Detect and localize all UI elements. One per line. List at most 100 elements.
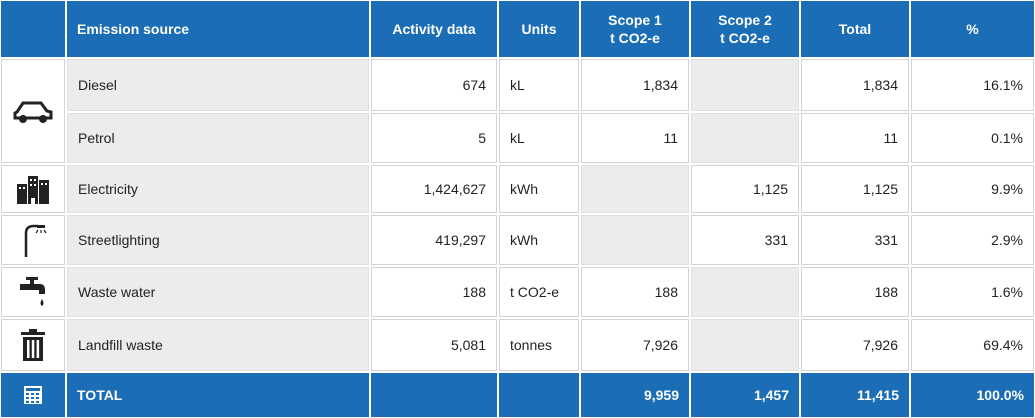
data-cell: 1,424,627	[371, 165, 497, 213]
cell-text: tonnes	[510, 337, 553, 353]
header-cell: Units	[499, 1, 579, 57]
data-cell: 5	[371, 113, 497, 163]
data-cell: 188	[371, 267, 497, 317]
data-cell: 9.9%	[911, 165, 1034, 213]
total-text: TOTAL	[77, 387, 123, 403]
cell-text: kWh	[510, 181, 538, 197]
cell-text: 2.9%	[991, 232, 1023, 248]
total-text: 11,415	[856, 387, 899, 403]
cell-text: 188	[462, 284, 486, 300]
data-cell: 11	[801, 113, 909, 163]
total-text: 100.0%	[976, 387, 1024, 403]
cell-text: 0.1%	[991, 130, 1023, 146]
header-cell: Emission source	[67, 1, 369, 57]
cell-text: 188	[874, 284, 898, 300]
header-text: %	[966, 21, 979, 37]
data-cell: 1.6%	[911, 267, 1034, 317]
data-cell: Landfill waste	[67, 319, 369, 371]
cell-text: 331	[874, 232, 898, 248]
data-cell: 7,926	[581, 319, 689, 371]
cell-text: Petrol	[78, 130, 115, 146]
cell-text: 1,834	[642, 77, 678, 93]
cell-text: 1,125	[862, 181, 898, 197]
data-cell: 1,125	[801, 165, 909, 213]
data-cell: Petrol	[67, 113, 369, 163]
data-cell: 674	[371, 59, 497, 111]
cell-text: 188	[654, 284, 678, 300]
total-cell: 9,959	[581, 373, 689, 417]
empty-cell	[581, 165, 689, 213]
data-cell: 16.1%	[911, 59, 1034, 111]
cell-text: kWh	[510, 232, 538, 248]
cell-text: Diesel	[78, 77, 117, 93]
header-text: Activity data	[392, 21, 476, 37]
total-text: 1,457	[753, 387, 789, 403]
empty-cell	[691, 319, 799, 371]
cell-text: 5,081	[450, 337, 486, 353]
calculator-icon	[1, 373, 65, 417]
cell-text: 674	[462, 77, 486, 93]
total-cell	[499, 373, 579, 417]
total-cell: 11,415	[801, 373, 909, 417]
cell-text: 1.6%	[991, 284, 1023, 300]
tap-icon	[1, 267, 65, 317]
header-corner	[1, 1, 65, 57]
cell-text: 16.1%	[983, 77, 1023, 93]
cell-text: 7,926	[862, 337, 898, 353]
header-text: Scope 2	[718, 12, 772, 28]
cell-text: t CO2-e	[510, 284, 560, 300]
data-cell: 11	[581, 113, 689, 163]
building-icon	[1, 165, 65, 213]
data-cell: kL	[499, 113, 579, 163]
data-cell: 331	[691, 215, 799, 265]
bin-icon	[1, 319, 65, 371]
data-cell: 2.9%	[911, 215, 1034, 265]
cell-text: kL	[510, 77, 525, 93]
total-cell: TOTAL	[67, 373, 369, 417]
empty-cell	[691, 267, 799, 317]
data-cell: Streetlighting	[67, 215, 369, 265]
data-cell: 1,834	[581, 59, 689, 111]
cell-text: 9.9%	[991, 181, 1023, 197]
header-cell: %	[911, 1, 1034, 57]
data-cell: 0.1%	[911, 113, 1034, 163]
cell-text: 11	[883, 130, 898, 146]
header-text: Emission source	[77, 21, 190, 37]
cell-text: 1,834	[862, 77, 898, 93]
empty-cell	[691, 59, 799, 111]
data-cell: kWh	[499, 215, 579, 265]
data-cell: 188	[581, 267, 689, 317]
cell-text: 11	[663, 130, 678, 146]
data-cell: 331	[801, 215, 909, 265]
header-cell: Total	[801, 1, 909, 57]
data-cell: Diesel	[67, 59, 369, 111]
empty-cell	[691, 113, 799, 163]
total-cell: 100.0%	[911, 373, 1034, 417]
cell-text: Electricity	[78, 181, 138, 197]
data-cell: kWh	[499, 165, 579, 213]
cell-text: 1,125	[752, 181, 788, 197]
cell-text: kL	[510, 130, 525, 146]
cell-text: Streetlighting	[78, 232, 160, 248]
header-text: Scope 1	[608, 12, 662, 28]
total-text: 9,959	[643, 387, 679, 403]
cell-text: 331	[764, 232, 788, 248]
header-text: t CO2-e	[720, 30, 770, 46]
total-cell: 1,457	[691, 373, 799, 417]
cell-text: 419,297	[435, 232, 486, 248]
data-cell: tonnes	[499, 319, 579, 371]
header-cell: Activity data	[371, 1, 497, 57]
data-cell: 1,125	[691, 165, 799, 213]
data-cell: 419,297	[371, 215, 497, 265]
data-cell: t CO2-e	[499, 267, 579, 317]
cell-text: Waste water	[78, 284, 156, 300]
total-cell	[371, 373, 497, 417]
data-cell: 69.4%	[911, 319, 1034, 371]
cell-text: 1,424,627	[423, 181, 486, 197]
cell-text: 5	[478, 130, 486, 146]
header-text: Total	[838, 21, 872, 37]
data-cell: kL	[499, 59, 579, 111]
data-cell: 188	[801, 267, 909, 317]
data-cell: 1,834	[801, 59, 909, 111]
